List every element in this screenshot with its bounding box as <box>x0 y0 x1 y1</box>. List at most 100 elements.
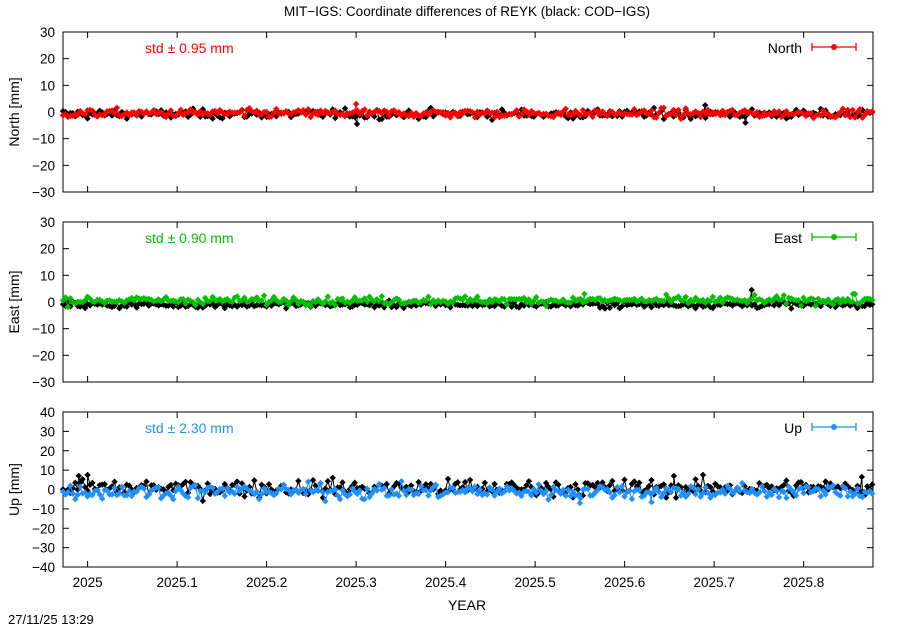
up-y-axis-label: Up [mm] <box>6 463 22 516</box>
east-data-point <box>560 300 567 307</box>
up-series-mit <box>59 478 876 507</box>
east-legend-label: East <box>774 230 802 246</box>
up-data-point <box>116 490 123 497</box>
east-ytick-label: −20 <box>32 348 55 363</box>
north-data-point <box>300 106 307 114</box>
east-data-point <box>81 304 89 312</box>
east-data-point <box>64 303 72 311</box>
east-data-point <box>842 298 849 305</box>
east-data-point <box>714 297 721 304</box>
up-data-point <box>81 484 89 491</box>
north-data-point <box>133 112 140 119</box>
north-data-point <box>363 112 371 119</box>
east-data-point <box>99 301 106 308</box>
north-data-point <box>859 114 866 121</box>
north-data-point <box>641 113 648 120</box>
east-data-point <box>773 293 780 300</box>
panel-north: 30 20 10 0 −10 −20 −30 North [mm] std ± 0.95 mm N… <box>6 25 876 200</box>
north-data-point <box>378 115 385 123</box>
east-data-point <box>138 295 145 303</box>
up-data-point <box>690 484 697 491</box>
up-data-point <box>84 471 91 479</box>
east-data-point <box>748 286 755 294</box>
up-data-point <box>72 479 79 486</box>
up-data-point <box>511 487 518 495</box>
east-data-point <box>660 302 667 309</box>
up-data-point <box>476 486 484 493</box>
up-data-point <box>511 482 518 489</box>
up-data-point <box>422 481 430 488</box>
up-data-point <box>667 489 675 496</box>
north-data-point <box>770 108 778 115</box>
east-data-point <box>192 301 199 309</box>
up-data-point <box>824 483 832 491</box>
north-data-point <box>530 109 537 117</box>
north-data-point <box>702 102 709 109</box>
east-data-point <box>690 301 697 309</box>
up-data-point <box>99 495 106 502</box>
north-data-point <box>513 107 520 114</box>
x-tick-label: 2025.2 <box>246 575 287 590</box>
north-data-point <box>712 110 719 118</box>
up-data-point <box>658 482 665 490</box>
north-data-point <box>89 107 96 114</box>
up-data-point <box>361 496 368 503</box>
north-data-point <box>84 115 91 122</box>
up-data-point <box>481 479 488 486</box>
east-data-point <box>67 295 74 302</box>
up-data-point <box>773 488 780 495</box>
east-data-point <box>667 298 675 306</box>
up-data-point <box>763 481 770 488</box>
north-data-point <box>780 111 788 118</box>
north-data-point <box>587 109 594 117</box>
north-data-point <box>246 104 253 112</box>
up-data-point <box>351 479 358 486</box>
north-data-point <box>655 109 663 116</box>
north-data-point <box>793 110 800 117</box>
up-legend-label: Up <box>784 420 802 436</box>
up-data-point <box>415 490 422 498</box>
x-tick-label: 2025.7 <box>693 575 734 590</box>
up-data-point <box>555 481 562 488</box>
up-data-point <box>560 486 567 493</box>
up-data-point <box>295 477 302 485</box>
chart-title: MIT−IGS: Coordinate differences of REYK … <box>284 4 650 19</box>
up-data-point <box>557 490 564 497</box>
north-data-point <box>736 109 743 117</box>
north-data-point <box>614 110 621 118</box>
north-data-point <box>869 108 876 115</box>
up-data-point <box>800 489 807 497</box>
north-data-point <box>528 107 535 115</box>
east-data-point <box>503 301 510 308</box>
north-data-point <box>351 108 358 115</box>
up-data-point <box>680 489 687 496</box>
north-data-point <box>508 110 515 118</box>
north-data-point <box>663 112 670 120</box>
north-data-point <box>160 110 167 118</box>
north-data-point <box>773 113 780 120</box>
up-data-point <box>704 489 712 497</box>
north-data-point <box>844 106 851 114</box>
up-data-point <box>172 487 179 495</box>
east-data-point <box>770 295 778 303</box>
north-data-point <box>538 111 545 119</box>
up-data-point <box>422 487 430 494</box>
up-data-point <box>631 478 638 485</box>
north-data-point <box>790 111 797 118</box>
up-data-point <box>687 483 694 490</box>
up-data-point <box>731 488 739 495</box>
up-data-point <box>770 485 778 493</box>
north-data-point <box>742 119 749 126</box>
east-data-point <box>692 294 699 301</box>
up-data-point <box>626 487 633 495</box>
east-data-point <box>515 304 523 311</box>
x-tick-label: 2025.1 <box>156 575 197 590</box>
north-data-point <box>138 108 145 115</box>
up-data-point <box>697 493 704 500</box>
up-data-point <box>837 485 844 492</box>
east-ytick-label: 0 <box>47 295 55 310</box>
east-data-point <box>793 300 800 308</box>
up-data-point <box>707 483 714 491</box>
east-data-point <box>734 300 741 307</box>
up-data-point <box>869 490 876 497</box>
